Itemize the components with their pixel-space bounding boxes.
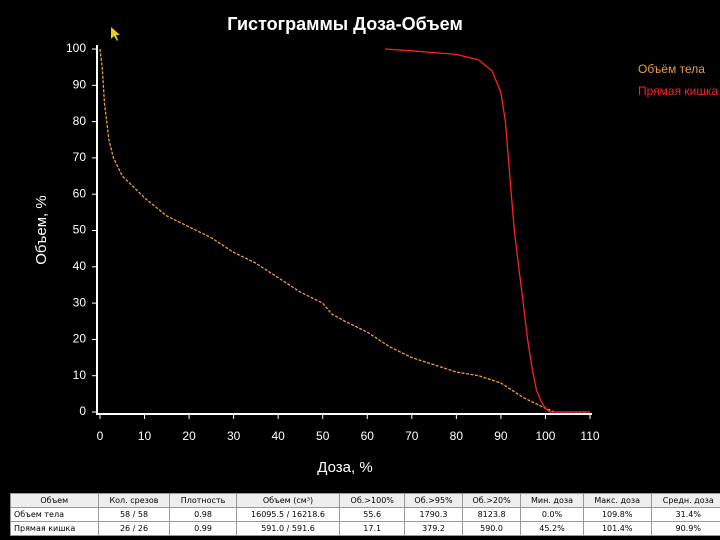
table-cell: 17.1 (339, 521, 405, 536)
y-tick-label: 30 (73, 295, 87, 309)
x-tick-label: 0 (97, 429, 104, 443)
x-tick-label: 110 (580, 429, 599, 443)
header-cell: Объем (10, 493, 99, 508)
x-tick-label: 90 (494, 429, 508, 443)
x-tick-label: 40 (272, 429, 286, 443)
table-cell: 58 / 58 (97, 507, 171, 522)
table-cell: 101.4% (582, 521, 652, 536)
header-cell: Об.>100% (339, 493, 405, 508)
table-row: Объем тела 58 / 58 0.98 16095.5 / 16218.6 55… (10, 507, 720, 522)
chart-title: Гистограммы Доза-Объем (227, 14, 463, 34)
table-cell: 31.4% (650, 507, 720, 522)
table-cell: 90.9% (650, 521, 720, 536)
header-cell: Об.>20% (462, 493, 522, 508)
header-cell: Мин. доза (520, 493, 584, 508)
y-axis-label: Объем, % (33, 195, 50, 264)
legend-label: Прямая кишка (638, 84, 719, 98)
x-tick-label: 20 (182, 429, 196, 443)
legend-label: Объём тела (638, 62, 705, 76)
x-tick-label: 70 (405, 429, 419, 443)
table-cell: 0.98 (169, 507, 237, 522)
x-tick-label: 80 (450, 429, 464, 443)
x-axis-label: Доза, % (317, 459, 372, 476)
header-cell: Объем (см³) (235, 493, 341, 508)
table-cell: 590.0 (462, 521, 522, 536)
table-cell: 45.2% (520, 521, 584, 536)
table-cell: 55.6 (339, 507, 405, 522)
table-cell: Прямая кишка (10, 521, 99, 536)
table-cell: 0.0% (520, 507, 584, 522)
table-cell: 8123.8 (462, 507, 522, 522)
table-cell: 1790.3 (403, 507, 464, 522)
header-cell: Плотность (169, 493, 237, 508)
y-tick-label: 80 (73, 114, 87, 128)
y-tick-label: 100 (66, 41, 86, 55)
series-line (99, 48, 590, 413)
stats-table: Объем Кол. срезов Плотность Объем (см³) Об.>… (10, 493, 720, 536)
y-tick-label: 40 (73, 259, 87, 273)
header-cell: Средн. доза (650, 493, 720, 508)
x-tick-label: 30 (227, 429, 241, 443)
table-cell: 109.8% (582, 507, 652, 522)
y-tick-label: 60 (73, 186, 87, 200)
table-row: Прямая кишка 26 / 26 0.99 591.0 / 591.6 17.1… (10, 521, 720, 536)
x-tick-label: 10 (138, 429, 152, 443)
y-tick-label: 10 (73, 368, 87, 382)
y-tick-label: 90 (73, 77, 87, 91)
y-tick-label: 70 (73, 150, 87, 164)
x-tick-label: 100 (535, 429, 555, 443)
header-cell: Об.>95% (403, 493, 464, 508)
cursor-icon (111, 27, 120, 41)
table-cell: 379.2 (403, 521, 464, 536)
y-tick-label: 50 (73, 223, 87, 237)
series-line (385, 48, 590, 413)
x-tick-label: 60 (361, 429, 375, 443)
table-cell: Объем тела (10, 507, 99, 522)
table-cell: 0.99 (169, 521, 237, 536)
chart: Гистограммы Доза-Объем Доза, % Объем, % … (33, 14, 719, 476)
table-cell: 16095.5 / 16218.6 (235, 507, 341, 522)
table-cell: 26 / 26 (97, 521, 171, 536)
table-header-row: Объем Кол. срезов Плотность Объем (см³) Об.>… (10, 493, 720, 508)
x-tick-label: 50 (316, 429, 330, 443)
y-tick-label: 20 (73, 332, 87, 346)
y-tick-label: 0 (79, 404, 86, 418)
header-cell: Макс. доза (582, 493, 652, 508)
header-cell: Кол. срезов (97, 493, 171, 508)
table-cell: 591.0 / 591.6 (235, 521, 341, 536)
